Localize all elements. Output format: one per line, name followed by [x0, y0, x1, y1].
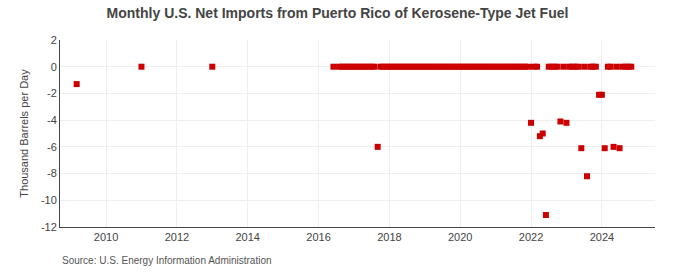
svg-text:-12: -12	[41, 221, 57, 233]
svg-text:2022: 2022	[519, 231, 543, 243]
svg-text:Thousand Barrels per Day: Thousand Barrels per Day	[18, 69, 30, 198]
svg-text:-6: -6	[47, 141, 57, 153]
svg-text:2012: 2012	[165, 231, 189, 243]
svg-text:-4: -4	[47, 114, 57, 126]
svg-text:Source: U.S. Energy Informatio: Source: U.S. Energy Information Administ…	[62, 255, 272, 266]
svg-text:-2: -2	[47, 87, 57, 99]
svg-text:Monthly U.S. Net Imports from: Monthly U.S. Net Imports from Puerto Ric…	[107, 5, 569, 21]
svg-text:2: 2	[51, 34, 57, 46]
svg-text:2020: 2020	[448, 231, 472, 243]
svg-text:2024: 2024	[590, 231, 614, 243]
svg-text:2016: 2016	[306, 231, 330, 243]
svg-text:-10: -10	[41, 194, 57, 206]
svg-text:2014: 2014	[235, 231, 259, 243]
svg-text:2010: 2010	[94, 231, 118, 243]
svg-text:0: 0	[51, 61, 57, 73]
svg-text:-8: -8	[47, 167, 57, 179]
svg-text:2018: 2018	[377, 231, 401, 243]
